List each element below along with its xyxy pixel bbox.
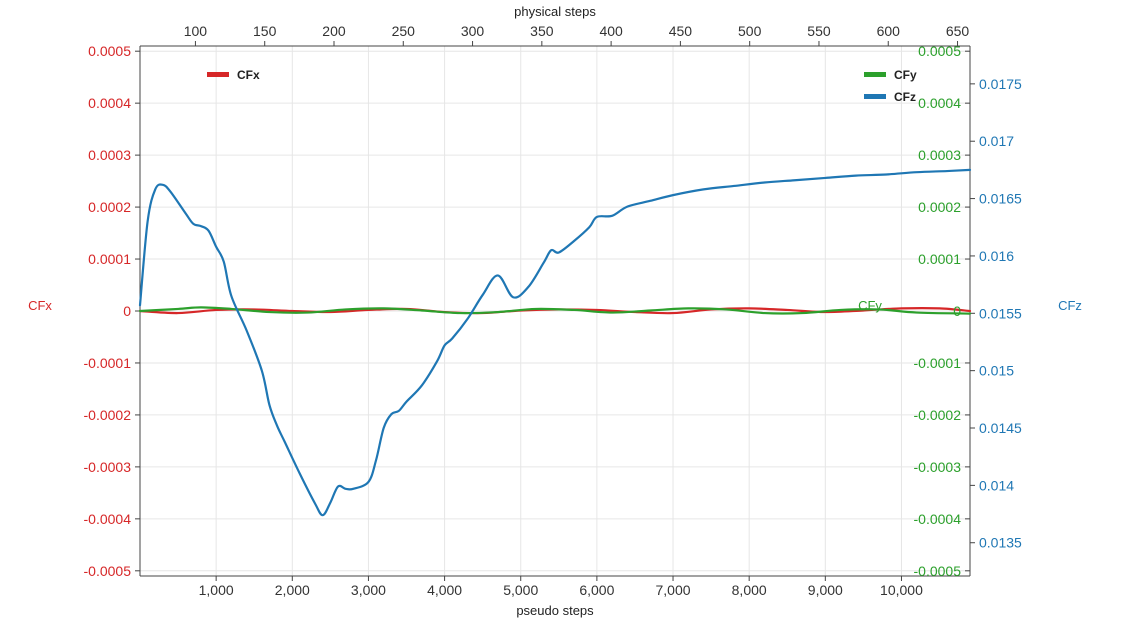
y3-tick-label: 0.017 — [979, 133, 1014, 149]
y1-tick-label: -0.0001 — [84, 355, 132, 371]
y3-tick-label: 0.0165 — [979, 191, 1022, 207]
y1-axis-title: CFx — [28, 298, 52, 313]
x-tick-label: 8,000 — [732, 582, 767, 598]
y2-tick-label: 0.0003 — [918, 147, 961, 163]
x-tick-label: 6,000 — [579, 582, 614, 598]
y1-tick-label: 0.0001 — [88, 251, 131, 267]
y2-tick-label: 0.0005 — [918, 43, 961, 59]
x-tick-label: 9,000 — [808, 582, 843, 598]
legend-swatch-cfy — [864, 72, 886, 77]
legend[interactable]: CFx CFy CFz — [207, 68, 917, 104]
y3-tick-label: 0.016 — [979, 248, 1014, 264]
y3-tick-label: 0.015 — [979, 363, 1014, 379]
y1-tick-label: 0.0002 — [88, 199, 131, 215]
x-tick-label: 3,000 — [351, 582, 386, 598]
x-tick-label: 10,000 — [880, 582, 923, 598]
x-tick-label: 2,000 — [275, 582, 310, 598]
x2-tick-label: 150 — [253, 23, 277, 39]
legend-item-cfy[interactable]: CFy — [864, 68, 917, 82]
x2-tick-label: 100 — [184, 23, 208, 39]
series-line-cfy — [138, 306, 972, 315]
y3-tick-label: 0.014 — [979, 477, 1014, 493]
x2-tick-label: 300 — [461, 23, 485, 39]
y1-tick-label: 0.0005 — [88, 43, 131, 59]
x2-tick-label: 200 — [322, 23, 346, 39]
grid — [140, 46, 970, 576]
x-tick-label: 7,000 — [656, 582, 691, 598]
x2-axis-title: physical steps — [514, 4, 596, 19]
x-tick-label: 4,000 — [427, 582, 462, 598]
x2-tick-label: 250 — [392, 23, 416, 39]
y1-tick-label: -0.0004 — [84, 511, 132, 527]
y3-tick-label: 0.0145 — [979, 420, 1022, 436]
y2-tick-label: 0.0001 — [918, 251, 961, 267]
y1-tick-label: 0.0003 — [88, 147, 131, 163]
x-tick-label: 5,000 — [503, 582, 538, 598]
y1-tick-label: -0.0003 — [84, 459, 132, 475]
legend-item-cfx[interactable]: CFx — [207, 68, 260, 82]
legend-label-cfz: CFz — [894, 90, 916, 104]
x-axis-title: pseudo steps — [516, 603, 594, 618]
legend-label-cfx: CFx — [237, 68, 260, 82]
y2-tick-label: -0.0003 — [914, 459, 962, 475]
y2-tick-label: -0.0001 — [914, 355, 962, 371]
y1-tick-label: -0.0005 — [84, 563, 132, 579]
y3-tick-label: 0.0155 — [979, 305, 1022, 321]
series-line-cfz — [138, 168, 972, 517]
legend-swatch-cfx — [207, 72, 229, 77]
y2-tick-label: 0 — [953, 303, 961, 319]
y2-axis-title: CFy — [858, 298, 882, 313]
x2-tick-label: 400 — [599, 23, 623, 39]
x-tick-label: 1,000 — [199, 582, 234, 598]
legend-item-cfz[interactable]: CFz — [864, 90, 916, 104]
legend-label-cfy: CFy — [894, 68, 917, 82]
y1-tick-label: 0 — [123, 303, 131, 319]
x2-tick-label: 350 — [530, 23, 554, 39]
y2-tick-label: -0.0005 — [914, 563, 962, 579]
x2-tick-label: 600 — [877, 23, 901, 39]
y2-tick-label: -0.0004 — [914, 511, 962, 527]
y3-axis-title: CFz — [1058, 298, 1082, 313]
tick-labels: 1,000 2,000 3,000 4,000 5,000 6,000 7,000 8,000… — [84, 23, 1023, 598]
legend-swatch-cfz — [864, 94, 886, 99]
y1-tick-label: 0.0004 — [88, 95, 131, 111]
y2-tick-label: -0.0002 — [914, 407, 962, 423]
y3-tick-label: 0.0175 — [979, 76, 1022, 92]
y2-tick-label: 0.0004 — [918, 95, 961, 111]
series-lines — [138, 168, 972, 517]
y1-tick-label: -0.0002 — [84, 407, 132, 423]
x2-tick-label: 650 — [946, 23, 970, 39]
x2-tick-label: 550 — [807, 23, 831, 39]
y3-tick-label: 0.0135 — [979, 535, 1022, 551]
y2-tick-label: 0.0002 — [918, 199, 961, 215]
x2-tick-label: 450 — [669, 23, 693, 39]
x2-tick-label: 500 — [738, 23, 762, 39]
